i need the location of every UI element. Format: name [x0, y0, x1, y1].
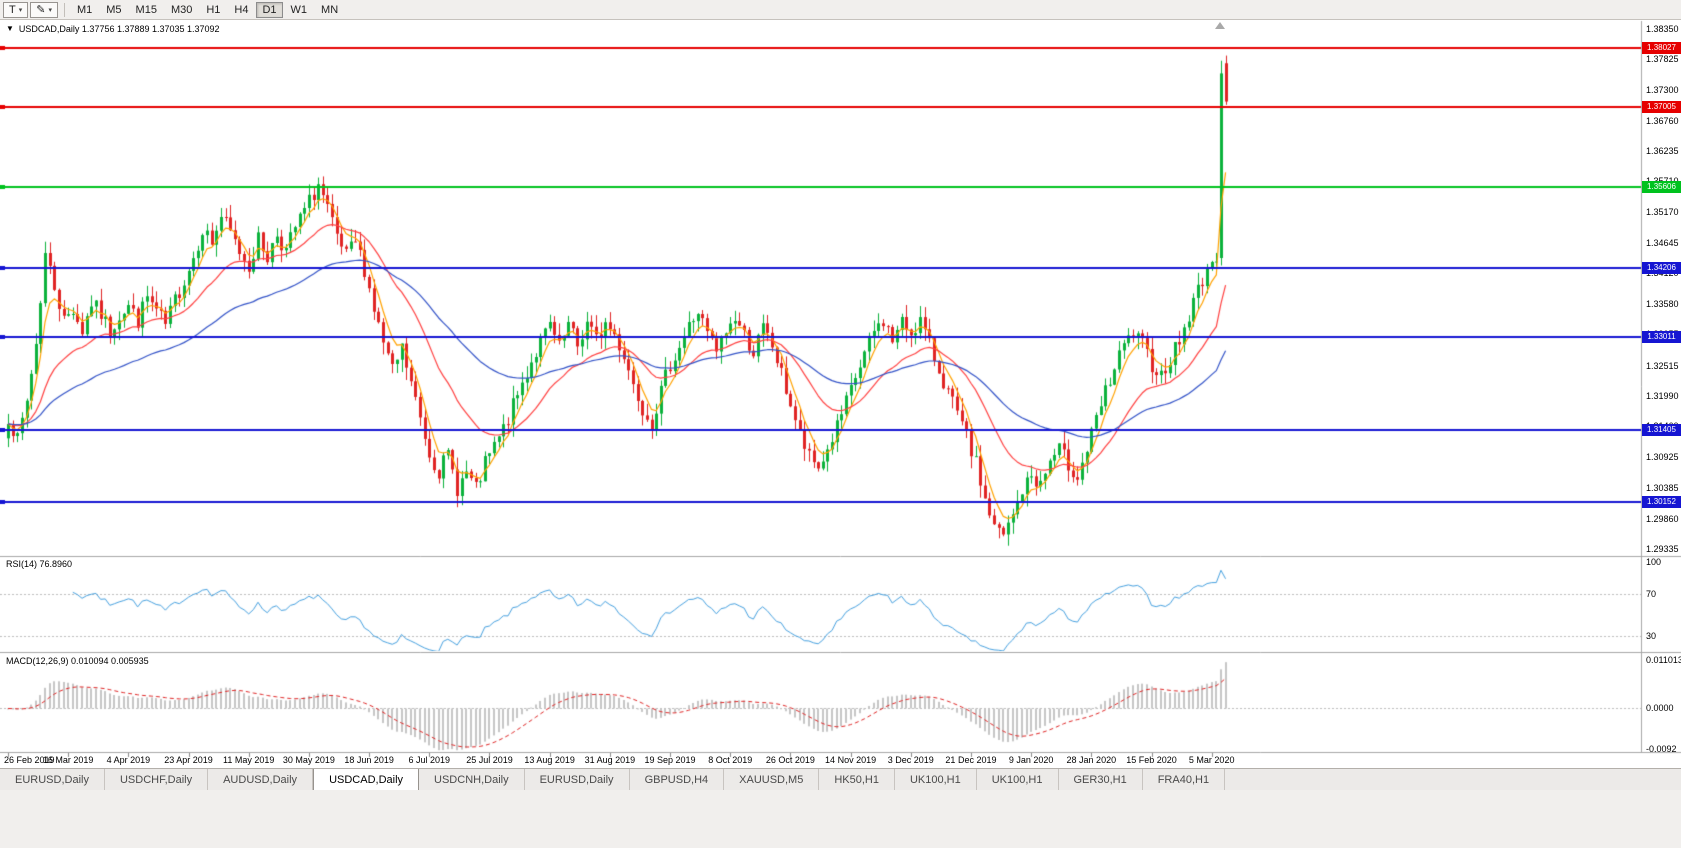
- date-label: 15 Feb 2020: [1126, 755, 1177, 765]
- price-level-tag: 1.34206: [1642, 262, 1681, 275]
- chart-tab-fra40-h1[interactable]: FRA40,H1: [1142, 769, 1226, 790]
- date-label: 18 Jun 2019: [344, 755, 394, 765]
- chart-tab-eurusd-daily[interactable]: EURUSD,Daily: [524, 769, 630, 790]
- chart-tab-uk100-h1[interactable]: UK100,H1: [894, 769, 977, 790]
- chart-tab-usdcad-daily[interactable]: USDCAD,Daily: [313, 769, 420, 790]
- price-tick: 1.29335: [1646, 544, 1679, 554]
- chart-tab-uk100-h1[interactable]: UK100,H1: [976, 769, 1059, 790]
- drawing-tool-button[interactable]: ✎ ▾: [30, 1, 58, 18]
- rsi-level-value: 70: [1646, 588, 1657, 599]
- date-label: 11 May 2019: [223, 755, 275, 765]
- price-tick: 1.38350: [1646, 24, 1679, 34]
- chart-tab-usdchf-daily[interactable]: USDCHF,Daily: [104, 769, 209, 790]
- price-tick: 1.30385: [1646, 483, 1679, 494]
- price-tick: 1.30925: [1646, 452, 1679, 463]
- timeframe-button-h4[interactable]: H4: [234, 3, 249, 16]
- chart-tabs-bar: EURUSD,Daily USDCHF,Daily AUDUSD,Daily USDC…: [0, 768, 1681, 790]
- timeframe-button-m5[interactable]: M5: [106, 3, 122, 16]
- chart-shift-marker[interactable]: [1215, 22, 1225, 29]
- date-label: 28 Jan 2020: [1066, 755, 1117, 765]
- chart-tab-eurusd-daily[interactable]: EURUSD,Daily: [0, 769, 105, 790]
- date-label: 13 Aug 2019: [524, 755, 575, 765]
- date-label: 3 Dec 2019: [887, 755, 934, 765]
- date-axis[interactable]: 26 Feb 2019 16 Mar 2019 4 Apr 2019 23 Apr 2…: [0, 753, 1641, 768]
- price-tick: 1.29860: [1646, 513, 1679, 524]
- date-label: 8 Oct 2019: [708, 755, 753, 765]
- date-label: 23 Apr 2019: [164, 755, 213, 765]
- price-level-tag: 1.30152: [1642, 495, 1681, 508]
- price-tick: 1.35170: [1646, 207, 1679, 218]
- price-level-tag: 1.38027: [1642, 41, 1681, 54]
- chart-tab-usdcnh-daily[interactable]: USDCNH,Daily: [419, 769, 525, 790]
- date-label: 4 Apr 2019: [106, 755, 151, 765]
- price-tick: 1.33580: [1646, 299, 1679, 310]
- date-label: 5 Mar 2020: [1188, 755, 1235, 765]
- macd-indicator-label: MACD(12,26,9) 0.010094 0.005935: [6, 656, 149, 666]
- timeframe-button-w1[interactable]: W1: [290, 3, 308, 16]
- timeframe-button-mn[interactable]: MN: [321, 3, 339, 16]
- text-tool-label: T: [9, 3, 16, 16]
- price-tick: 1.36235: [1646, 145, 1679, 156]
- timeframe-button-d1[interactable]: D1: [256, 1, 283, 18]
- date-label: 26 Feb 2019: [4, 755, 55, 765]
- date-label: 6 Jul 2019: [408, 755, 451, 765]
- price-level-tag: 1.31405: [1642, 423, 1681, 436]
- dropdown-arrow-icon: ▾: [18, 6, 23, 14]
- chart-tab-xauusd-m5[interactable]: XAUUSD,M5: [724, 769, 820, 790]
- price-level-tags: 1.38027 1.37005 1.35606 1.34206 1.33011 1.314…: [1641, 21, 1681, 753]
- date-label: 30 May 2019: [282, 755, 335, 765]
- timeframe-button-h1[interactable]: H1: [206, 3, 221, 16]
- rsi-level-value: 100: [1646, 557, 1662, 567]
- date-label: 25 Jul 2019: [466, 755, 513, 765]
- timeframe-button-m30[interactable]: M30: [170, 3, 193, 16]
- dropdown-arrow-icon: ▾: [48, 6, 52, 14]
- price-level-tag: 1.37005: [1642, 100, 1681, 113]
- window-bottom-area: [0, 790, 1681, 848]
- macd-axis-value: 0.0000: [1646, 703, 1674, 714]
- timeframe-button-m1[interactable]: M1: [76, 3, 93, 16]
- price-tick: 1.36760: [1646, 115, 1679, 126]
- price-level-tag: 1.33011: [1642, 330, 1681, 343]
- rsi-indicator-label: RSI(14) 76.8960: [6, 559, 73, 569]
- date-label: 21 Dec 2019: [945, 755, 997, 765]
- chart-tab-hk50-h1[interactable]: HK50,H1: [819, 769, 895, 790]
- macd-axis-value: -0.0092: [1646, 744, 1677, 754]
- chart-tab-gbpusd-h4[interactable]: GBPUSD,H4: [629, 769, 725, 790]
- date-label: 16 Mar 2019: [42, 755, 94, 765]
- date-label: 19 Sep 2019: [644, 755, 696, 765]
- chart-toolbar: T ▾ ✎ ▾ M1 M5 M15 M30 H1 H4 D1 W1 MN: [0, 0, 1681, 20]
- rsi-level-value: 30: [1646, 630, 1657, 641]
- date-label: 9 Jan 2020: [1008, 755, 1054, 765]
- date-label: 26 Oct 2019: [765, 755, 815, 765]
- date-label: 14 Nov 2019: [825, 755, 877, 765]
- price-tick: 1.32515: [1646, 360, 1679, 371]
- date-label: 31 Aug 2019: [584, 755, 636, 765]
- price-level-tag: 1.35606: [1642, 181, 1681, 194]
- macd-axis-value: 0.011013: [1646, 655, 1681, 665]
- chart-ohlc-text: USDCAD,Daily 1.37756 1.37889 1.37035 1.3…: [18, 24, 220, 34]
- timeframe-button-m15[interactable]: M15: [135, 3, 157, 16]
- chart-tab-audusd-daily[interactable]: AUDUSD,Daily: [208, 769, 314, 790]
- price-tick: 1.31990: [1646, 390, 1679, 401]
- symbol-dropdown-icon[interactable]: ▼: [6, 24, 14, 33]
- price-tick: 1.34645: [1646, 237, 1679, 248]
- text-tool-button[interactable]: T ▾: [3, 1, 29, 18]
- pencil-icon: ✎: [36, 4, 46, 16]
- toolbar-separator: [63, 2, 65, 17]
- price-tick: 1.37300: [1646, 84, 1679, 95]
- chart-ohlc-header: ▼ USDCAD,Daily 1.37756 1.37889 1.37035 1…: [6, 24, 220, 34]
- chart-tab-ger30-h1[interactable]: GER30,H1: [1058, 769, 1143, 790]
- price-tick: 1.37825: [1646, 54, 1679, 65]
